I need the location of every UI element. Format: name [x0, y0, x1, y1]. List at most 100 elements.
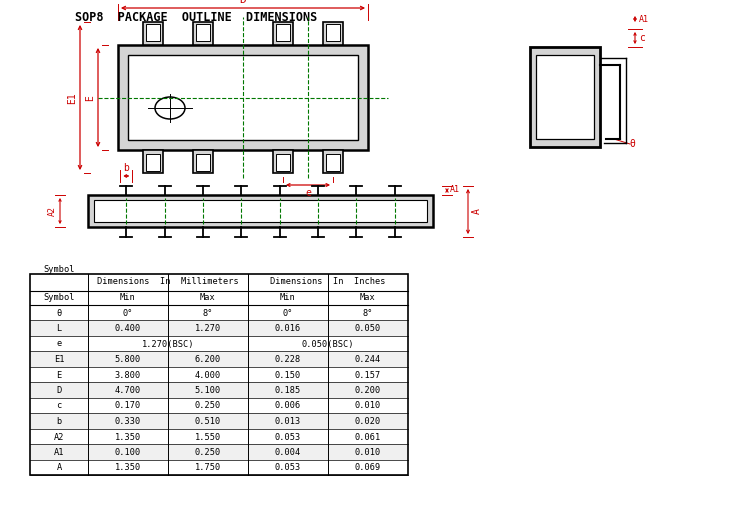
Bar: [273, 22, 293, 45]
Bar: [273, 150, 293, 173]
Bar: [30, 460, 408, 475]
Bar: [323, 150, 343, 173]
Text: E: E: [85, 95, 95, 101]
Text: 0.004: 0.004: [275, 448, 301, 457]
Bar: [30, 320, 408, 335]
Bar: [530, 47, 600, 147]
Text: 8°: 8°: [363, 309, 373, 318]
Text: 5.800: 5.800: [115, 355, 141, 364]
Text: A2: A2: [54, 432, 64, 441]
Text: A: A: [472, 208, 482, 214]
Text: 0.069: 0.069: [355, 464, 381, 473]
Text: 0.020: 0.020: [355, 417, 381, 426]
Bar: [30, 397, 408, 413]
Text: 0.228: 0.228: [275, 355, 301, 364]
Text: b: b: [56, 417, 62, 426]
Text: 0.053: 0.053: [275, 432, 301, 441]
Text: 0.200: 0.200: [355, 386, 381, 395]
Text: e: e: [56, 339, 62, 348]
Text: Max: Max: [200, 293, 216, 302]
Text: 6.200: 6.200: [195, 355, 221, 364]
Text: 0.185: 0.185: [275, 386, 301, 395]
Text: A: A: [56, 464, 62, 473]
Text: θ: θ: [629, 139, 635, 149]
Bar: [326, 154, 340, 171]
Text: 0.050(BSC): 0.050(BSC): [302, 339, 354, 348]
Bar: [30, 413, 408, 429]
Text: 1.750: 1.750: [195, 464, 221, 473]
Text: A1: A1: [639, 15, 649, 24]
Text: 0.400: 0.400: [115, 324, 141, 333]
Text: 0°: 0°: [122, 309, 133, 318]
Text: 1.550: 1.550: [195, 432, 221, 441]
Text: b: b: [123, 163, 129, 173]
Text: 0.510: 0.510: [195, 417, 221, 426]
Text: 4.700: 4.700: [115, 386, 141, 395]
Bar: [88, 195, 433, 227]
Text: Min: Min: [280, 293, 296, 302]
Bar: [276, 154, 290, 171]
Bar: [146, 24, 160, 41]
Text: 1.270(BSC): 1.270(BSC): [141, 339, 194, 348]
Bar: [94, 200, 427, 222]
Bar: [30, 290, 408, 305]
Bar: [326, 24, 340, 41]
Bar: [118, 45, 368, 150]
Text: D: D: [56, 386, 62, 395]
Text: D: D: [240, 0, 246, 5]
Bar: [196, 24, 210, 41]
Text: 4.000: 4.000: [195, 371, 221, 379]
Text: e: e: [305, 188, 311, 198]
Text: 0.250: 0.250: [195, 448, 221, 457]
Bar: [30, 335, 408, 351]
Text: Max: Max: [360, 293, 376, 302]
Bar: [30, 382, 408, 397]
Bar: [143, 150, 163, 173]
Bar: [323, 22, 343, 45]
Text: 0.170: 0.170: [115, 401, 141, 411]
Text: SOP8  PACKAGE  OUTLINE  DIMENSIONS: SOP8 PACKAGE OUTLINE DIMENSIONS: [75, 11, 317, 24]
Text: 0.010: 0.010: [355, 401, 381, 411]
Text: E1: E1: [54, 355, 64, 364]
Text: Symbol: Symbol: [43, 293, 75, 302]
Bar: [196, 154, 210, 171]
Text: Min: Min: [120, 293, 136, 302]
Text: 0.006: 0.006: [275, 401, 301, 411]
Text: A1: A1: [450, 184, 460, 193]
Text: 0.100: 0.100: [115, 448, 141, 457]
Bar: [143, 22, 163, 45]
Text: 0.050: 0.050: [355, 324, 381, 333]
Text: 0.250: 0.250: [195, 401, 221, 411]
Bar: [30, 444, 408, 460]
Text: 3.800: 3.800: [115, 371, 141, 379]
Ellipse shape: [155, 97, 185, 119]
Text: L: L: [56, 324, 62, 333]
Text: 0.016: 0.016: [275, 324, 301, 333]
Bar: [30, 367, 408, 382]
Text: 0.330: 0.330: [115, 417, 141, 426]
Bar: [30, 274, 408, 290]
Text: 1.270: 1.270: [195, 324, 221, 333]
Bar: [276, 24, 290, 41]
Text: 0.157: 0.157: [355, 371, 381, 379]
Text: 0.061: 0.061: [355, 432, 381, 441]
Bar: [193, 22, 213, 45]
Text: A1: A1: [54, 448, 64, 457]
Text: Symbol: Symbol: [43, 265, 75, 274]
Text: 0.010: 0.010: [355, 448, 381, 457]
Text: 8°: 8°: [203, 309, 214, 318]
Bar: [193, 150, 213, 173]
Text: 1.350: 1.350: [115, 464, 141, 473]
Text: 5.100: 5.100: [195, 386, 221, 395]
Bar: [30, 305, 408, 320]
Text: Dimensions  In  Millimeters: Dimensions In Millimeters: [97, 277, 239, 286]
Bar: [30, 274, 408, 475]
Text: 0.244: 0.244: [355, 355, 381, 364]
Text: 1.350: 1.350: [115, 432, 141, 441]
Text: 0.053: 0.053: [275, 464, 301, 473]
Bar: [30, 351, 408, 367]
Text: E1: E1: [67, 92, 77, 104]
Text: E: E: [56, 371, 62, 379]
Bar: [128, 55, 358, 140]
Bar: [536, 55, 594, 139]
